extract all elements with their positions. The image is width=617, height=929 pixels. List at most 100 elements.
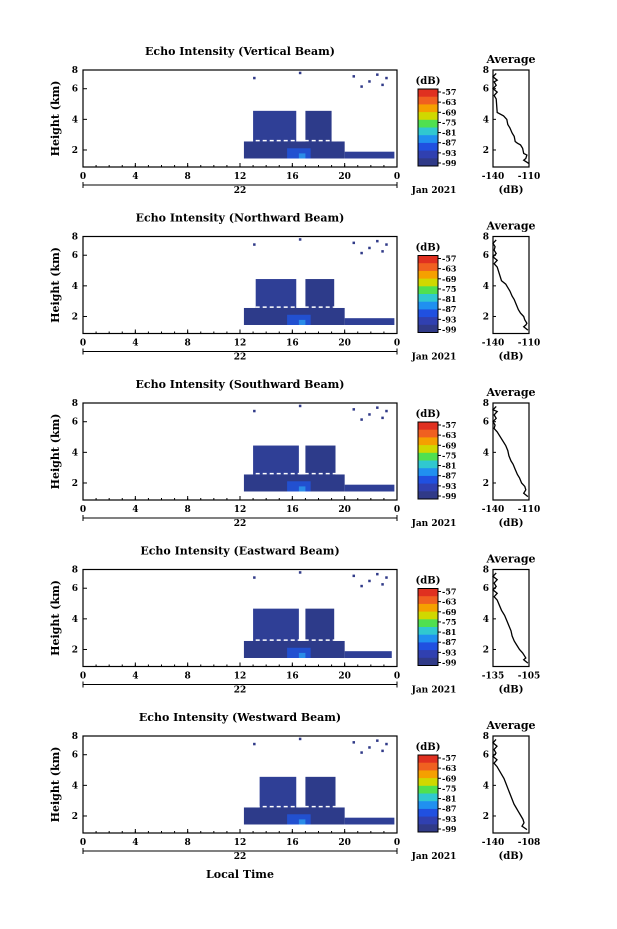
y-tick-label: 6: [72, 251, 78, 261]
colorbar-tick-label: -63: [442, 97, 457, 107]
x-tick-label: 12: [234, 838, 247, 848]
echo-region: [305, 279, 335, 308]
x-tick-label: 20: [338, 505, 351, 515]
colorbar-tick-label: -75: [442, 450, 456, 460]
colorbar-unit: (dB): [416, 76, 441, 87]
x-tick-label: 8: [185, 339, 191, 349]
x-tick-label: 4: [132, 172, 138, 182]
y-tick-label: 8: [72, 732, 78, 742]
average-y-tick-label: 6: [483, 251, 489, 261]
colorbar-swatch: [418, 142, 438, 152]
colorbar-swatch: [418, 317, 438, 326]
colorbar-tick-label: -57: [442, 753, 456, 763]
average-frame: [492, 402, 530, 501]
echo-speck: [352, 75, 356, 78]
x-tick-label: 12: [234, 339, 247, 349]
average-frame: [492, 69, 530, 168]
echo-speck: [376, 572, 379, 576]
echo-speck: [385, 742, 388, 746]
colorbar-swatch: [418, 611, 438, 620]
echo-speck: [352, 574, 356, 578]
echo-speck: [298, 71, 302, 75]
x-tick-label: 0: [394, 838, 400, 848]
average-x-label: (dB): [499, 352, 524, 363]
y-tick-label: 2: [72, 645, 78, 655]
colorbar-swatch: [418, 263, 438, 272]
echo-region: [255, 279, 297, 308]
echo-region: [305, 445, 336, 475]
date-day-label: 22: [234, 353, 247, 363]
x-tick-label: 0: [394, 339, 400, 349]
average-title: Average: [485, 220, 535, 233]
colorbar-swatch: [418, 255, 438, 264]
colorbar-swatch: [418, 135, 438, 144]
colorbar-tick-label: -63: [442, 264, 457, 274]
average-x-tick-label: -140: [482, 838, 505, 848]
colorbar-swatch: [418, 294, 438, 303]
colorbar-swatch: [418, 96, 438, 105]
panel-title: Echo Intensity (Northward Beam): [136, 212, 345, 225]
colorbar-tick-label: -87: [442, 804, 456, 814]
colorbar-tick-label: -99: [442, 658, 457, 668]
colorbar-swatch: [418, 437, 438, 446]
colorbar-frame: [417, 88, 439, 167]
echo-speck: [368, 746, 371, 749]
local-time-label: Local Time: [206, 868, 274, 881]
colorbar-tick-label: -69: [442, 607, 457, 617]
y-tick-label: 6: [72, 584, 78, 594]
colorbar-swatch: [418, 309, 438, 318]
y-axis-label: Height (km): [49, 747, 62, 823]
colorbar-swatch: [418, 619, 438, 628]
panel-title: Echo Intensity (Vertical Beam): [145, 45, 335, 58]
echo-region: [344, 151, 395, 159]
x-tick-label: 0: [394, 172, 400, 182]
average-x-label: (dB): [499, 685, 524, 696]
x-tick-label: 20: [338, 339, 351, 349]
colorbar-tick-label: -75: [442, 117, 456, 127]
colorbar-swatch: [418, 278, 438, 287]
average-y-tick-label: 8: [483, 732, 489, 742]
y-tick-label: 2: [72, 312, 78, 322]
echo-region: [253, 608, 299, 641]
echo-core: [298, 819, 306, 825]
echo-speck: [381, 583, 384, 586]
x-tick-label: 8: [185, 505, 191, 515]
average-x-tick-label: -110: [518, 339, 541, 349]
x-tick-label: 16: [286, 838, 299, 848]
date-label: Jan 2021: [411, 186, 457, 196]
x-tick-label: 8: [185, 672, 191, 682]
average-y-tick-label: 6: [483, 584, 489, 594]
y-tick-label: 6: [72, 418, 78, 428]
colorbar-swatch: [418, 755, 438, 764]
average-y-tick-label: 6: [483, 751, 489, 761]
average-x-tick-label: -110: [518, 172, 541, 182]
average-frame: [492, 568, 530, 668]
x-tick-label: 16: [286, 339, 299, 349]
colorbar-swatch: [418, 634, 438, 643]
colorbar-swatch: [418, 104, 438, 113]
panel-0: Echo Intensity (Vertical Beam) Height (km…: [49, 45, 540, 196]
colorbar-tick-label: -75: [442, 617, 456, 627]
average-y-tick-label: 8: [483, 66, 489, 76]
echo-speck: [253, 742, 256, 746]
echo-region: [305, 776, 336, 808]
colorbar-frame: [417, 255, 439, 333]
average-x-label: (dB): [499, 185, 524, 196]
colorbar-tick-label: -63: [442, 430, 457, 440]
echo-speck: [253, 409, 256, 413]
echo-speck: [360, 584, 363, 588]
date-day-label: 22: [234, 186, 247, 196]
echo-region: [344, 817, 395, 825]
date-label: Jan 2021: [411, 519, 457, 529]
x-tick-label: 4: [132, 672, 138, 682]
panel-3: Echo Intensity (Eastward Beam) Height (km…: [49, 545, 540, 696]
colorbar-swatch: [418, 603, 438, 613]
colorbar-swatch: [418, 445, 438, 454]
echo-speck: [368, 80, 371, 83]
average-profile-line: [491, 405, 529, 498]
echo-speck: [368, 579, 371, 583]
colorbar-swatch: [418, 808, 438, 818]
echo-speck: [385, 76, 388, 80]
average-y-tick-label: 8: [483, 399, 489, 409]
x-tick-label: 16: [286, 505, 299, 515]
